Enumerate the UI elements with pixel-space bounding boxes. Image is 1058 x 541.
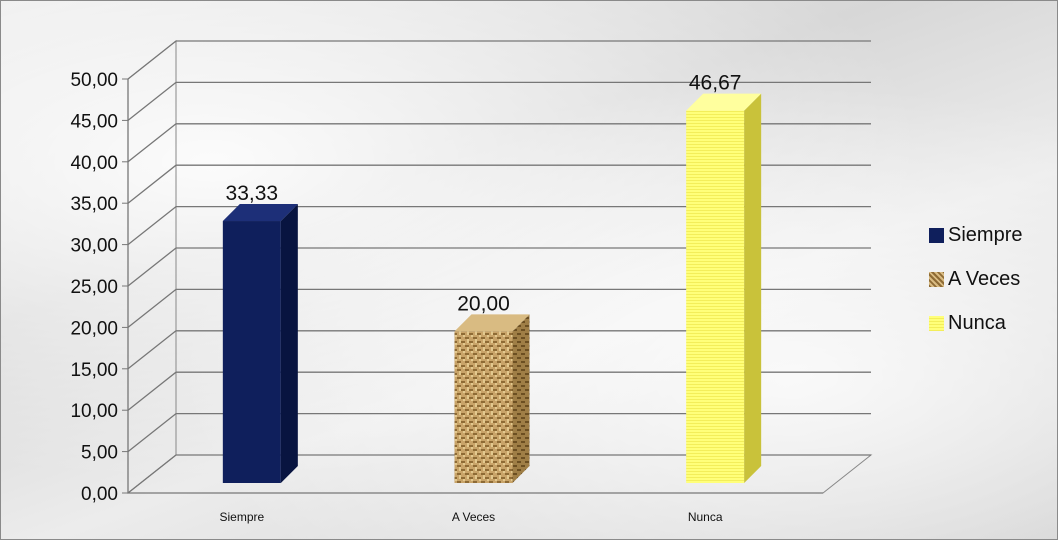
y-tick-label: 50,00 (70, 70, 118, 91)
bar-siempre (222, 204, 298, 484)
legend-item-nunca: Nunca (929, 301, 1022, 345)
gridline (127, 371, 871, 411)
gridline (127, 454, 871, 494)
legend: Siempre A Veces Nunca (929, 213, 1022, 345)
bar-side (280, 204, 298, 484)
bar-top (222, 204, 298, 222)
legend-label-a-veces: A Veces (948, 267, 1021, 290)
bar-front (686, 110, 745, 484)
data-label: 33,33 (226, 182, 279, 205)
x-tick-label: Siempre (219, 510, 264, 524)
bar-side (512, 314, 530, 483)
gridline (127, 40, 871, 80)
x-tick-label: A Veces (452, 510, 495, 524)
gridline (127, 288, 871, 328)
y-tick-label: 0,00 (81, 484, 118, 505)
bar-top (686, 93, 762, 111)
y-tick-label: 40,00 (70, 153, 118, 174)
y-tick-label: 15,00 (70, 360, 118, 381)
y-tick-label: 5,00 (81, 443, 118, 464)
y-tick-label: 45,00 (70, 111, 118, 132)
gridline (127, 123, 871, 163)
bar-top (454, 314, 530, 332)
bar-a-veces (454, 314, 530, 483)
gridline (127, 412, 871, 453)
y-tick-label: 25,00 (70, 277, 118, 298)
legend-item-siempre: Siempre (929, 213, 1022, 257)
x-tick-label: Nunca (688, 510, 723, 524)
legend-swatch-siempre (929, 227, 944, 243)
y-tick-label: 30,00 (70, 236, 118, 257)
y-tick-label: 35,00 (70, 194, 118, 215)
bar-nunca (686, 93, 762, 484)
legend-swatch-a-veces (929, 271, 944, 287)
legend-item-a-veces: A Veces (929, 257, 1022, 301)
gridline (127, 81, 871, 121)
y-tick-label: 10,00 (70, 401, 118, 422)
legend-swatch-nunca (929, 315, 944, 331)
legend-label-nunca: Nunca (948, 311, 1006, 334)
legend-label-siempre: Siempre (948, 223, 1023, 246)
y-tick-label: 20,00 (70, 318, 118, 339)
gridline (127, 247, 871, 287)
bar-front (222, 221, 281, 484)
gridline (127, 330, 871, 370)
data-label: 20,00 (457, 292, 510, 315)
bar-front (454, 331, 513, 483)
bar-side (744, 93, 762, 484)
gridline (127, 205, 871, 246)
data-label: 46,67 (689, 72, 742, 95)
gridline (127, 164, 871, 204)
